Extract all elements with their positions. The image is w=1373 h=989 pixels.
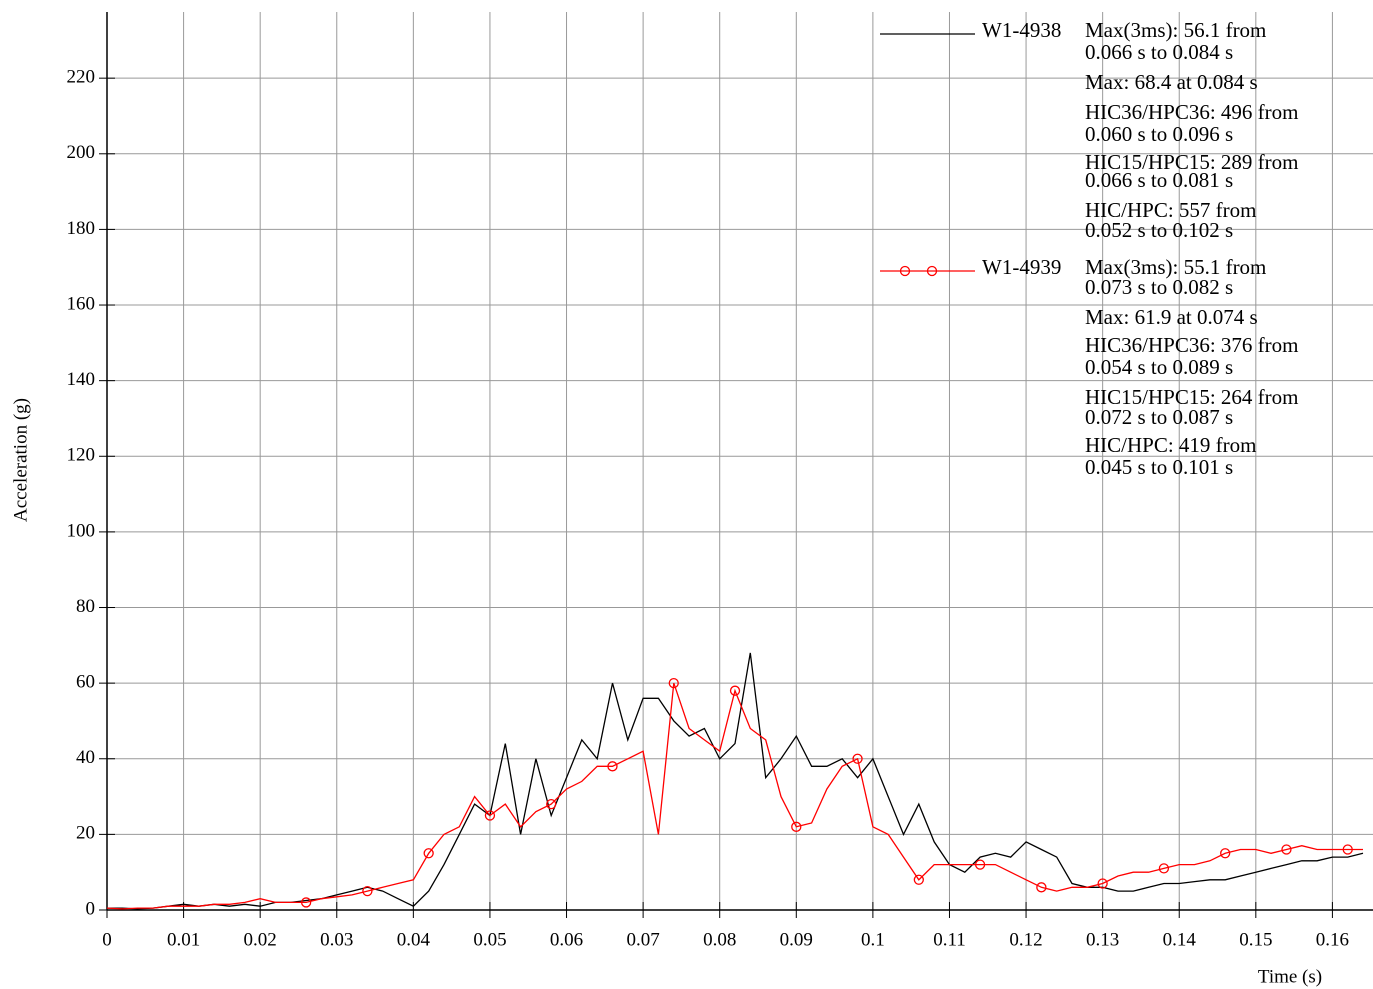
- legend-note: HIC15/HPC15: 289 from: [1085, 150, 1299, 174]
- y-tick-label: 140: [67, 369, 96, 390]
- legend-note: HIC36/HPC36: 376 from: [1085, 333, 1299, 357]
- legend-marker: [926, 265, 938, 277]
- x-tick-label: 0.04: [397, 929, 431, 950]
- legend-note: HIC/HPC: 419 from: [1085, 433, 1257, 457]
- x-tick-label: 0.1: [861, 929, 885, 950]
- legend-note: 0.073 s to 0.082 s: [1085, 275, 1233, 299]
- series-marker: [362, 885, 373, 897]
- legend-label: W1-4939: [982, 255, 1061, 279]
- legend-note: 0.060 s to 0.096 s: [1085, 122, 1233, 146]
- series-marker: [423, 848, 434, 859]
- x-tick-label: 0.16: [1316, 929, 1349, 950]
- legend-marker: [899, 265, 911, 277]
- series-marker: [1281, 844, 1292, 855]
- x-tick-label: 0.07: [626, 929, 659, 950]
- x-tick-label: 0.06: [550, 929, 583, 950]
- legend-note: Max: 61.9 at 0.074 s: [1085, 305, 1258, 329]
- legend-note: HIC/HPC: 557 from: [1085, 198, 1257, 222]
- x-tick-label: 0.14: [1163, 929, 1197, 950]
- legend-note: 0.066 s to 0.084 s: [1085, 40, 1233, 64]
- series-marker: [546, 798, 557, 810]
- series-marker: [300, 897, 312, 908]
- series-marker: [1158, 863, 1170, 874]
- y-tick-label: 100: [67, 520, 96, 541]
- y-tick-label: 180: [67, 218, 96, 239]
- y-tick-label: 40: [76, 747, 95, 768]
- series-marker: [852, 753, 863, 764]
- series-marker: [791, 821, 802, 832]
- x-tick-label: 0.02: [244, 929, 277, 950]
- series-marker: [913, 874, 924, 885]
- series-marker: [668, 677, 679, 689]
- x-tick-label: 0.09: [780, 929, 813, 950]
- series-marker: [484, 810, 496, 821]
- legend-note: HIC36/HPC36: 496 from: [1085, 100, 1299, 124]
- legend-note: HIC15/HPC15: 264 from: [1085, 385, 1299, 409]
- y-tick-label: 200: [67, 142, 96, 163]
- series-marker: [1097, 878, 1108, 889]
- series-marker: [1342, 844, 1353, 855]
- x-tick-label: 0.05: [473, 929, 506, 950]
- legend-note: Max(3ms): 55.1 from: [1085, 255, 1266, 279]
- y-tick-label: 20: [76, 823, 95, 844]
- legend-note: 0.066 s to 0.081 s: [1085, 168, 1233, 192]
- x-tick-label: 0.03: [320, 929, 353, 950]
- x-tick-label: 0.08: [703, 929, 736, 950]
- series-marker: [1220, 848, 1231, 859]
- legend-note: Max(3ms): 56.1 from: [1085, 18, 1266, 42]
- legend-note: 0.045 s to 0.101 s: [1085, 455, 1233, 479]
- y-tick-label: 80: [76, 596, 95, 617]
- x-tick-label: 0: [102, 929, 112, 950]
- series-marker: [729, 685, 741, 696]
- x-tick-label: 0.12: [1009, 929, 1042, 950]
- x-tick-label: 0.01: [167, 929, 200, 950]
- y-tick-label: 160: [67, 293, 96, 314]
- y-tick-label: 220: [67, 67, 96, 88]
- y-tick-label: 60: [76, 671, 95, 692]
- y-axis-label: Acceleration (g): [10, 398, 31, 522]
- x-tick-label: 0.15: [1239, 929, 1272, 950]
- legend-label: W1-4938: [982, 18, 1061, 42]
- x-tick-label: 0.11: [933, 929, 966, 950]
- legend-note: 0.054 s to 0.089 s: [1085, 355, 1233, 379]
- y-tick-label: 0: [86, 898, 96, 919]
- x-tick-label: 0.13: [1086, 929, 1119, 950]
- legend-note: 0.052 s to 0.102 s: [1085, 218, 1233, 242]
- series-marker: [1036, 882, 1047, 893]
- series-marker: [974, 859, 986, 870]
- y-tick-label: 120: [67, 445, 96, 466]
- series-line: [106, 682, 1363, 910]
- legend-note: Max: 68.4 at 0.084 s: [1085, 70, 1258, 94]
- x-axis-label: Time (s): [1258, 966, 1322, 987]
- series-marker: [607, 761, 618, 772]
- legend-note: 0.072 s to 0.087 s: [1085, 405, 1233, 429]
